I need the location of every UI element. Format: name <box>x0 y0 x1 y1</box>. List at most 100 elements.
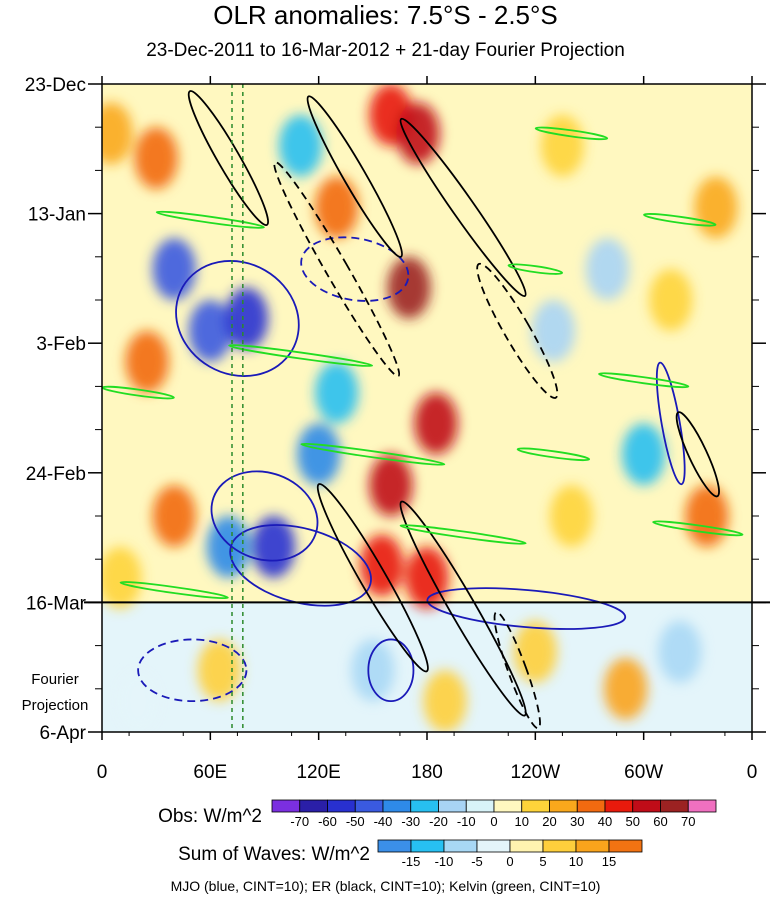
anomaly-blob <box>540 114 585 177</box>
anomaly-blob <box>224 287 269 350</box>
obs-colorbar-swatch <box>576 799 606 813</box>
anomaly-blob <box>152 485 196 547</box>
wave-colorbar-tick-label: -15 <box>402 854 421 869</box>
anomaly-blob <box>315 361 359 424</box>
anomaly-blob <box>116 670 160 732</box>
wave-colorbar-swatch <box>608 839 643 853</box>
y-tick-label: 6-Apr <box>40 723 87 744</box>
mjo-contour <box>137 638 248 703</box>
er-contour <box>399 117 527 298</box>
obs-colorbar-swatch <box>549 799 578 813</box>
wave-colorbar-swatch <box>476 839 511 853</box>
obs-colorbar-swatch <box>271 799 301 813</box>
axes: 0 60E 120E 180 120W 60W 0 23-Dec 13-Jan 3-Feb 24-F… <box>22 75 770 783</box>
obs-colorbar-swatch <box>438 799 467 813</box>
anomaly-blob <box>278 114 323 177</box>
er-contour <box>187 90 269 226</box>
obs-colorbar-swatch <box>604 799 634 813</box>
anomaly-blob <box>585 238 630 300</box>
x-tick-label: 120W <box>511 762 561 783</box>
kelvin-contour <box>534 126 609 141</box>
obs-colorbar-swatch <box>493 799 523 813</box>
colorbars: -70 -60 -50 -40 -30 -20 -10 0 10 20 30 40 50 60 70Obs:… <box>158 799 717 869</box>
y-tick-label: 16-Mar <box>26 593 87 614</box>
obs-colorbar-tick-label: -10 <box>457 814 476 829</box>
anomaly-blob <box>549 485 594 547</box>
obs-colorbar-tick-label: 20 <box>542 814 556 829</box>
kelvin-contour <box>507 263 564 275</box>
wave-colorbar-tick-label: -5 <box>471 854 483 869</box>
wave-colorbar-swatch <box>410 839 445 853</box>
anomaly-blob <box>387 256 431 319</box>
anomaly-blob <box>102 546 142 609</box>
obs-colorbar-swatch <box>382 799 412 813</box>
obs-colorbar-swatch <box>632 799 661 813</box>
obs-colorbar-tick-label: 0 <box>490 814 497 829</box>
obs-colorbar-swatch <box>687 799 717 813</box>
er-contour <box>316 483 429 673</box>
y-tick-label: 13-Jan <box>28 205 86 226</box>
kelvin-contour <box>643 213 717 227</box>
kelvin-contour <box>598 372 690 389</box>
wave-colorbar-swatch <box>509 839 544 853</box>
x-tick-label: 60E <box>193 762 227 783</box>
mjo-contour <box>300 236 410 302</box>
anomaly-blob <box>315 176 359 239</box>
wave-colorbar-tick-label: 10 <box>569 854 583 869</box>
anomaly-blob <box>513 620 557 683</box>
y-tick-label: 23-Dec <box>25 75 86 96</box>
obs-colorbar-tick-label: 50 <box>626 814 640 829</box>
wave-contours <box>102 84 744 732</box>
mjo-contour <box>367 638 415 703</box>
wave-colorbar-label: Sum of Waves: W/m^2 <box>178 844 370 865</box>
obs-colorbar-label: Obs: W/m^2 <box>158 806 262 827</box>
er-contour <box>675 411 720 498</box>
anomaly-blob <box>622 423 666 486</box>
x-tick-label: 180 <box>411 762 443 783</box>
kelvin-contour <box>300 442 446 466</box>
kelvin-contour <box>155 210 265 229</box>
mjo-contour <box>655 361 686 486</box>
anomaly-blob <box>152 238 196 300</box>
projection-label: Projection <box>22 697 89 714</box>
obs-colorbar-tick-label: 60 <box>653 814 667 829</box>
obs-colorbar-tick-label: 70 <box>681 814 695 829</box>
obs-colorbar-tick-label: -50 <box>346 814 365 829</box>
obs-colorbar-swatch <box>354 799 384 813</box>
x-tick-label: 0 <box>747 762 758 783</box>
anomaly-blob <box>649 269 693 331</box>
anomaly-blob <box>396 102 440 165</box>
obs-colorbar-tick-label: 10 <box>515 814 529 829</box>
legend-footer: MJO (blue, CINT=10); ER (black, CINT=10)… <box>170 878 601 894</box>
obs-colorbar-tick-label: 30 <box>570 814 584 829</box>
kelvin-contour <box>516 447 591 462</box>
x-tick-label: 0 <box>97 762 108 783</box>
obs-colorbar-tick-label: -20 <box>429 814 448 829</box>
anomaly-blob <box>414 392 458 455</box>
wave-colorbar-swatch <box>575 839 610 853</box>
anomaly-blob <box>134 127 178 189</box>
kelvin-contour <box>119 581 229 600</box>
x-tick-label: 120E <box>296 762 340 783</box>
obs-colorbar-swatch <box>521 799 550 813</box>
projection-label: Fourier <box>31 671 79 688</box>
wave-colorbar-tick-label: 15 <box>602 854 616 869</box>
anomaly-field <box>102 84 738 732</box>
anomaly-blob <box>102 102 133 165</box>
obs-colorbar-swatch <box>299 799 328 813</box>
y-tick-label: 3-Feb <box>36 334 86 355</box>
x-tick-label: 60W <box>624 762 663 783</box>
anomaly-blob <box>658 620 702 683</box>
chart-subtitle: 23-Dec-2011 to 16-Mar-2012 + 21-day Four… <box>146 40 625 61</box>
anomaly-blob <box>351 639 395 702</box>
anomaly-blob <box>603 657 648 720</box>
obs-colorbar-tick-label: 40 <box>598 814 612 829</box>
obs-colorbar-swatch <box>660 799 689 813</box>
anomaly-blob <box>125 330 169 393</box>
anomaly-blob <box>251 516 296 578</box>
er-contour <box>306 95 403 258</box>
anomaly-blob <box>531 300 576 362</box>
wave-colorbar-swatch <box>443 839 478 853</box>
obs-colorbar-tick-label: -40 <box>374 814 393 829</box>
